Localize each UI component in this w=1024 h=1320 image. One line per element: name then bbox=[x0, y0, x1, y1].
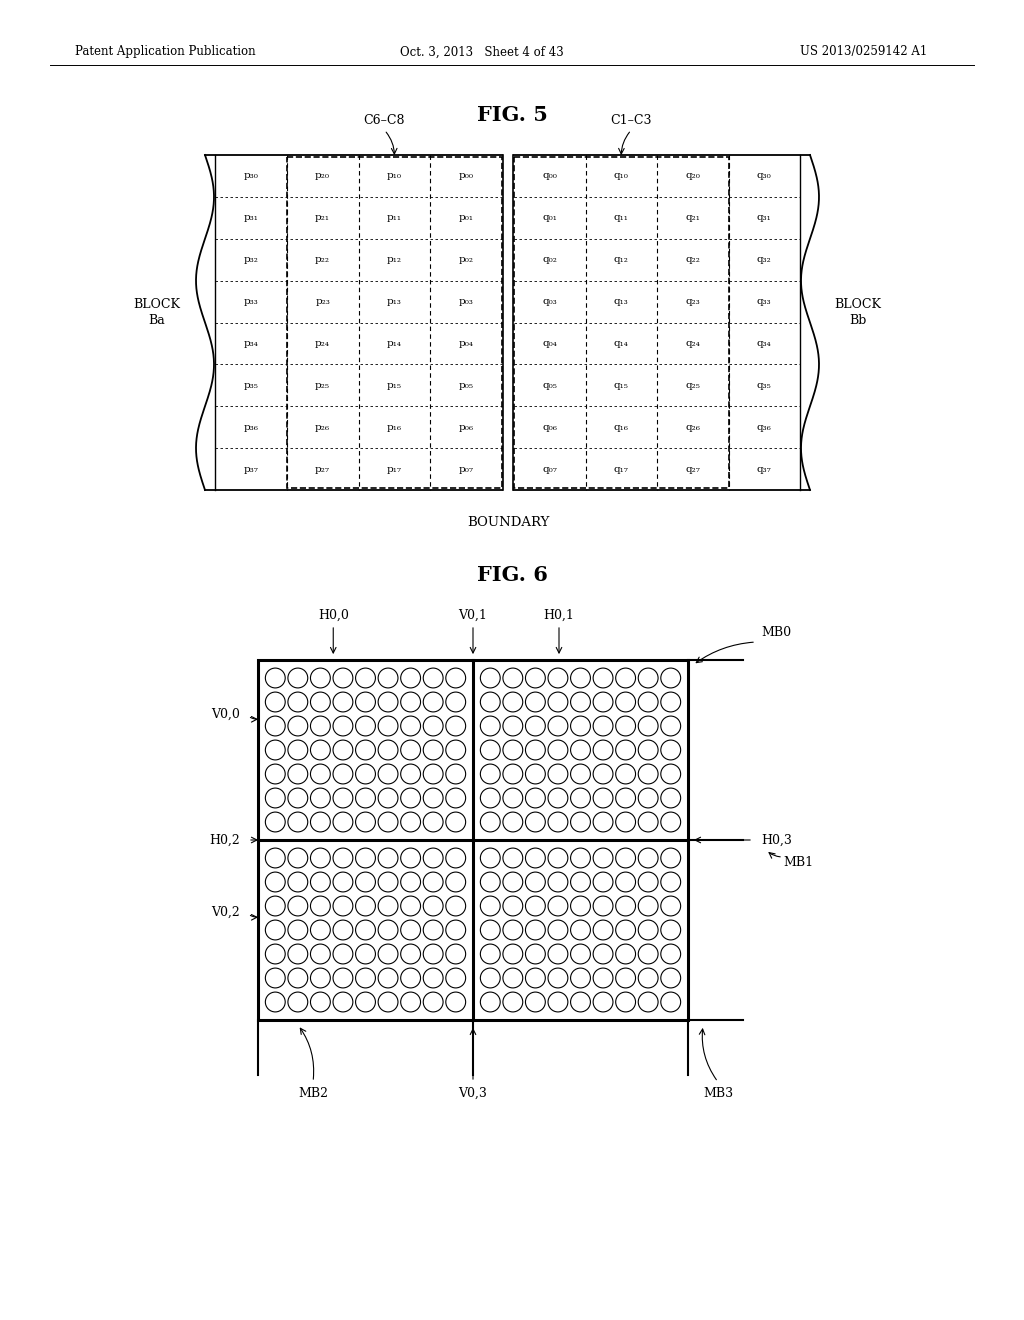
Text: Oct. 3, 2013   Sheet 4 of 43: Oct. 3, 2013 Sheet 4 of 43 bbox=[400, 45, 564, 58]
Text: MB2: MB2 bbox=[298, 1086, 328, 1100]
Bar bbox=[287, 157, 502, 488]
Text: q₂₄: q₂₄ bbox=[685, 339, 700, 348]
Text: q₂₂: q₂₂ bbox=[685, 255, 700, 264]
Text: q₁₇: q₁₇ bbox=[613, 465, 629, 474]
Text: p₀₇: p₀₇ bbox=[459, 465, 474, 474]
Text: p₁₁: p₁₁ bbox=[387, 214, 401, 222]
Text: p₁₂: p₁₂ bbox=[387, 255, 401, 264]
Text: q₁₂: q₁₂ bbox=[613, 255, 629, 264]
Text: BOUNDARY: BOUNDARY bbox=[467, 516, 549, 528]
Text: p₀₆: p₀₆ bbox=[459, 422, 474, 432]
Text: q₃₇: q₃₇ bbox=[757, 465, 772, 474]
Text: p₀₃: p₀₃ bbox=[459, 297, 473, 306]
Text: p₁₀: p₁₀ bbox=[387, 172, 401, 181]
Text: q₀₇: q₀₇ bbox=[543, 465, 557, 474]
Text: C1–C3: C1–C3 bbox=[610, 114, 652, 127]
Text: p₂₁: p₂₁ bbox=[315, 214, 330, 222]
Text: FIG. 6: FIG. 6 bbox=[476, 565, 548, 585]
Text: p₃₇: p₃₇ bbox=[244, 465, 258, 474]
Text: p₃₃: p₃₃ bbox=[244, 297, 258, 306]
Text: q₁₁: q₁₁ bbox=[613, 214, 629, 222]
Text: p₂₀: p₂₀ bbox=[315, 172, 330, 181]
Text: q₃₀: q₃₀ bbox=[757, 172, 772, 181]
Text: q₂₁: q₂₁ bbox=[685, 214, 700, 222]
Text: q₀₅: q₀₅ bbox=[543, 380, 557, 389]
Bar bbox=[258, 660, 688, 1020]
Text: MB1: MB1 bbox=[783, 855, 813, 869]
Text: p₀₁: p₀₁ bbox=[459, 214, 474, 222]
Text: p₀₂: p₀₂ bbox=[459, 255, 474, 264]
Text: q₀₆: q₀₆ bbox=[543, 422, 557, 432]
Text: p₃₁: p₃₁ bbox=[244, 214, 258, 222]
Text: q₀₀: q₀₀ bbox=[543, 172, 557, 181]
Text: q₁₄: q₁₄ bbox=[613, 339, 629, 348]
Text: V0,2: V0,2 bbox=[211, 906, 240, 919]
Text: q₀₁: q₀₁ bbox=[543, 214, 557, 222]
Text: US 2013/0259142 A1: US 2013/0259142 A1 bbox=[800, 45, 928, 58]
Text: q₃₆: q₃₆ bbox=[757, 422, 772, 432]
Text: q₃₃: q₃₃ bbox=[757, 297, 771, 306]
Text: BLOCK
Bb: BLOCK Bb bbox=[835, 298, 882, 326]
Text: H0,2: H0,2 bbox=[209, 833, 240, 846]
Text: BLOCK
Ba: BLOCK Ba bbox=[133, 298, 180, 326]
Text: p₁₇: p₁₇ bbox=[387, 465, 401, 474]
Text: q₂₀: q₂₀ bbox=[685, 172, 700, 181]
Text: p₂₆: p₂₆ bbox=[315, 422, 330, 432]
Text: p₂₄: p₂₄ bbox=[315, 339, 330, 348]
Text: p₃₅: p₃₅ bbox=[244, 380, 258, 389]
Text: p₂₅: p₂₅ bbox=[315, 380, 330, 389]
Text: q₃₂: q₃₂ bbox=[757, 255, 772, 264]
Text: p₁₃: p₁₃ bbox=[387, 297, 401, 306]
Text: q₀₂: q₀₂ bbox=[543, 255, 557, 264]
Text: FIG. 5: FIG. 5 bbox=[476, 106, 548, 125]
Text: q₃₁: q₃₁ bbox=[757, 214, 772, 222]
Text: q₂₃: q₂₃ bbox=[685, 297, 700, 306]
Text: p₀₅: p₀₅ bbox=[459, 380, 474, 389]
Text: H0,3: H0,3 bbox=[761, 833, 792, 846]
Text: q₂₆: q₂₆ bbox=[685, 422, 700, 432]
Text: V0,1: V0,1 bbox=[459, 609, 487, 622]
Text: MB0: MB0 bbox=[761, 626, 792, 639]
Text: p₁₆: p₁₆ bbox=[387, 422, 401, 432]
Text: q₁₅: q₁₅ bbox=[613, 380, 629, 389]
Text: p₁₅: p₁₅ bbox=[387, 380, 401, 389]
Text: p₂₃: p₂₃ bbox=[315, 297, 330, 306]
Text: p₀₄: p₀₄ bbox=[459, 339, 474, 348]
Text: p₂₂: p₂₂ bbox=[315, 255, 330, 264]
Text: p₃₂: p₃₂ bbox=[244, 255, 258, 264]
Text: MB3: MB3 bbox=[702, 1086, 733, 1100]
Text: p₃₀: p₃₀ bbox=[244, 172, 258, 181]
Text: p₂₇: p₂₇ bbox=[315, 465, 330, 474]
Text: q₁₀: q₁₀ bbox=[613, 172, 629, 181]
Text: q₀₃: q₀₃ bbox=[543, 297, 557, 306]
Text: H0,1: H0,1 bbox=[544, 609, 574, 622]
Text: q₂₅: q₂₅ bbox=[685, 380, 700, 389]
Text: p₃₄: p₃₄ bbox=[244, 339, 258, 348]
Text: p₀₀: p₀₀ bbox=[459, 172, 474, 181]
Text: H0,0: H0,0 bbox=[317, 609, 349, 622]
Text: q₃₅: q₃₅ bbox=[757, 380, 772, 389]
Text: Patent Application Publication: Patent Application Publication bbox=[75, 45, 256, 58]
Text: V0,3: V0,3 bbox=[459, 1086, 487, 1100]
Bar bbox=[514, 157, 728, 488]
Text: q₂₇: q₂₇ bbox=[685, 465, 700, 474]
Text: q₁₆: q₁₆ bbox=[613, 422, 629, 432]
Text: q₁₃: q₁₃ bbox=[613, 297, 629, 306]
Text: p₁₄: p₁₄ bbox=[387, 339, 401, 348]
Text: V0,0: V0,0 bbox=[211, 708, 240, 721]
Text: C6–C8: C6–C8 bbox=[364, 114, 406, 127]
Text: q₀₄: q₀₄ bbox=[543, 339, 557, 348]
Text: p₃₆: p₃₆ bbox=[244, 422, 258, 432]
Text: q₃₄: q₃₄ bbox=[757, 339, 772, 348]
